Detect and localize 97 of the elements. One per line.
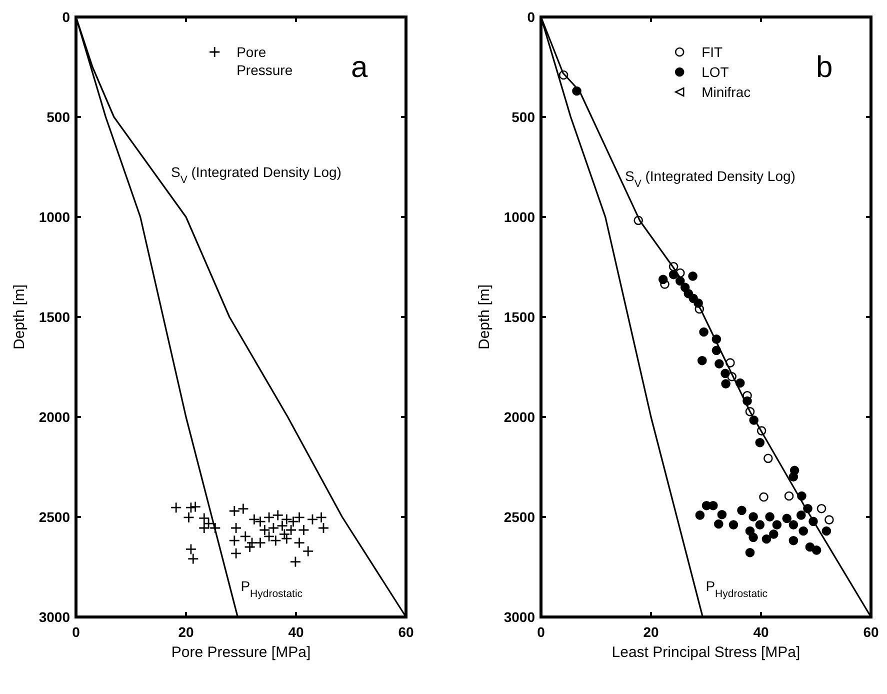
point: [769, 530, 778, 539]
point: [688, 272, 698, 281]
y-tick-label: 1000: [38, 208, 70, 225]
point: [272, 510, 284, 521]
point: [755, 520, 765, 530]
legend-label: LOT: [702, 64, 730, 80]
point: [714, 519, 724, 529]
point: [824, 515, 834, 524]
point: [699, 327, 708, 337]
point: [714, 359, 724, 368]
point: [298, 524, 310, 536]
point: [316, 512, 327, 524]
point: [782, 514, 792, 524]
x-axis-title: Least Principal Stress [MPa]: [612, 644, 800, 661]
point: [294, 537, 305, 548]
y-tick-label: 3000: [504, 608, 536, 625]
x-tick-label: 0: [72, 624, 80, 640]
point: [695, 510, 705, 520]
y-tick-label: 0: [62, 8, 70, 25]
point: [784, 491, 794, 501]
point: [263, 512, 275, 524]
point: [302, 546, 314, 557]
series-label: S$_{V}$ (Integrated Density Log): [171, 164, 342, 186]
point: [187, 553, 199, 564]
point: [170, 502, 182, 514]
annotation: a: [351, 51, 368, 84]
point: [294, 512, 305, 524]
y-tick-label: 2000: [38, 408, 70, 425]
x-tick-label: 40: [288, 624, 304, 640]
annotation: b: [816, 51, 833, 84]
point: [721, 379, 730, 388]
point: [230, 522, 242, 534]
legend-label: FIT: [702, 44, 724, 60]
point: [318, 522, 330, 534]
point: [658, 274, 668, 284]
y-axis-title: Depth [m]: [11, 284, 28, 350]
x-tick-label: 60: [863, 624, 879, 640]
point: [720, 368, 730, 378]
point: [190, 501, 202, 512]
point: [285, 524, 297, 536]
x-tick-label: 60: [398, 624, 414, 640]
point: [728, 520, 738, 530]
y-tick-label: 0: [527, 8, 536, 25]
point: [230, 548, 242, 560]
y-axis-title: Depth [m]: [476, 284, 493, 350]
y-tick-label: 2000: [504, 408, 536, 425]
point: [185, 544, 197, 555]
point: [717, 510, 727, 520]
y-tick-label: 1500: [38, 308, 70, 325]
point: [228, 534, 240, 546]
x-axis-title: Pore Pressure [MPa]: [171, 644, 311, 661]
point: [306, 514, 318, 526]
point: [755, 438, 765, 448]
series-label: P$_{Hydrostatic}$: [706, 578, 768, 600]
series-label: P$_{Hydrostatic}$: [240, 578, 303, 600]
point: [765, 512, 774, 522]
y-tick-label: 3000: [38, 608, 70, 625]
point: [745, 548, 755, 558]
point: [812, 546, 822, 555]
x-tick-label: 0: [537, 624, 546, 640]
point: [228, 505, 240, 517]
point: [183, 512, 194, 524]
y-tick-label: 1500: [504, 308, 536, 325]
point: [816, 504, 826, 514]
point: [198, 522, 210, 534]
series-label: S$_{V}$ (Integrated Density Log): [625, 168, 796, 190]
point: [772, 520, 782, 530]
point: [276, 520, 288, 532]
point: [748, 532, 758, 542]
y-tick-label: 2500: [38, 508, 70, 525]
point: [698, 356, 707, 366]
point: [822, 526, 832, 536]
point: [290, 556, 302, 568]
y-tick-label: 1000: [504, 208, 536, 225]
legend-label: Minifrac: [702, 84, 751, 100]
point: [737, 506, 746, 516]
point: [798, 526, 808, 536]
x-tick-label: 40: [753, 624, 769, 640]
point: [748, 512, 758, 522]
point: [244, 541, 256, 553]
point: [254, 537, 266, 548]
point: [759, 492, 768, 502]
point: [788, 520, 798, 530]
point: [762, 534, 772, 544]
x-tick-label: 20: [178, 624, 194, 640]
point: [708, 500, 718, 510]
point: [796, 510, 806, 520]
point: [764, 454, 773, 464]
point: [268, 522, 280, 534]
point: [788, 472, 798, 482]
y-tick-label: 500: [46, 108, 70, 125]
y-tick-label: 500: [512, 108, 536, 125]
y-tick-label: 2500: [504, 508, 536, 525]
point: [238, 503, 249, 514]
x-tick-label: 20: [643, 624, 659, 640]
point: [788, 536, 798, 546]
legend-label: Pore Pressure: [236, 44, 293, 78]
